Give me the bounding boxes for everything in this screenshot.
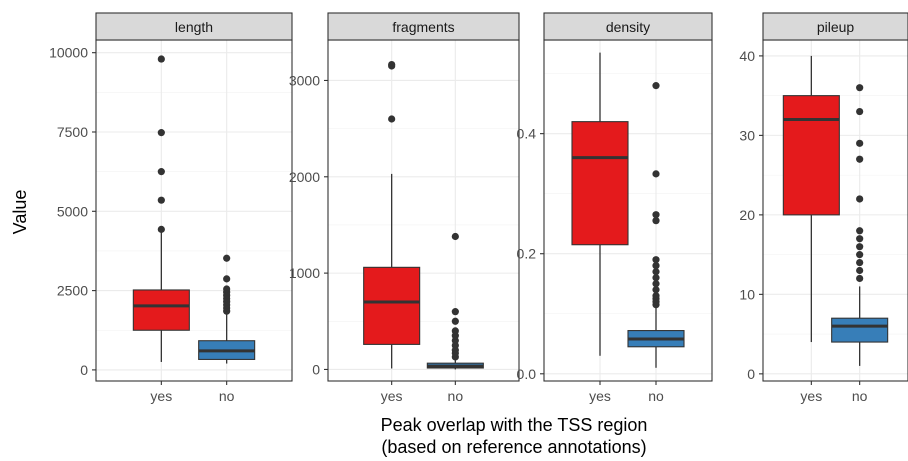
box-yes <box>782 55 840 343</box>
facet-strip-label: pileup <box>817 19 855 35</box>
outlier-point <box>652 217 660 225</box>
outlier-point <box>856 84 864 92</box>
x-tick-label-no: no <box>219 388 235 404</box>
outlier-point <box>856 195 864 203</box>
y-tick-label: 40 <box>739 48 755 64</box>
box-iqr <box>132 289 190 331</box>
x-tick-label-yes: yes <box>381 388 403 404</box>
outlier-point <box>652 82 660 90</box>
outlier-point <box>856 258 864 267</box>
y-tick-label: 0.2 <box>517 246 537 262</box>
outlier-point <box>157 225 165 233</box>
outlier-point <box>157 196 165 204</box>
facet-panel-fragments: 0 1000 2000 3000 fragments yes no <box>289 12 520 404</box>
outlier-point <box>451 308 459 316</box>
y-tick-label: 20 <box>739 207 755 223</box>
box-no <box>627 82 685 368</box>
outlier-point <box>856 139 864 147</box>
outlier-point <box>856 274 864 283</box>
y-tick-label: 30 <box>739 127 755 143</box>
facet-panel-density: 0.0 0.2 0.4 density yes no <box>517 12 713 404</box>
outlier-point <box>451 317 459 325</box>
y-tick-label: 0.4 <box>517 126 537 142</box>
outlier-point <box>157 168 165 176</box>
y-tick-label: 2000 <box>289 169 320 185</box>
panel-background <box>96 40 292 381</box>
y-tick-label: 10000 <box>49 45 88 61</box>
y-tick-label: 0 <box>312 361 320 377</box>
facet-strip <box>762 12 908 41</box>
box-no <box>426 232 484 370</box>
outlier-point <box>652 292 660 300</box>
outlier-point <box>856 251 864 259</box>
outlier-point <box>652 280 660 288</box>
box-iqr <box>782 95 840 216</box>
outlier-point <box>652 268 660 276</box>
y-tick-label: 1000 <box>289 265 320 281</box>
outlier-point <box>856 155 864 163</box>
y-tick-label: 0.0 <box>517 366 537 382</box>
facet-panel-pileup: 0 10 20 30 40 pileup yes no <box>739 12 908 404</box>
outlier-point <box>856 243 864 251</box>
box-iqr <box>831 317 889 343</box>
outlier-point <box>223 285 231 293</box>
x-tick-label-no: no <box>852 388 868 404</box>
box-no <box>198 254 256 364</box>
outlier-point <box>856 107 864 116</box>
y-tick-label: 0 <box>747 366 755 382</box>
x-axis-title-line-2: (based on reference annotations) <box>381 437 646 457</box>
outlier-point <box>451 232 459 241</box>
outlier-point <box>388 60 396 69</box>
y-tick-label: 3000 <box>289 72 320 88</box>
x-axis-title-line-1: Peak overlap with the TSS region <box>381 415 648 435</box>
outlier-point <box>652 170 660 178</box>
box-yes <box>571 52 629 356</box>
outlier-point <box>856 235 864 243</box>
facet-strip <box>327 12 520 41</box>
outlier-point <box>652 211 660 219</box>
outlier-point <box>652 286 660 294</box>
outlier-point <box>223 254 231 262</box>
outlier-point <box>856 266 864 275</box>
box-yes <box>132 55 190 362</box>
outlier-point <box>652 256 660 264</box>
outlier-point <box>856 227 864 235</box>
x-tick-label-no: no <box>448 388 464 404</box>
y-axis-title: Value <box>10 190 30 235</box>
x-tick-label-yes: yes <box>150 388 172 404</box>
box-no <box>831 84 889 366</box>
panel-background <box>328 40 519 381</box>
facet-strip-label: fragments <box>392 19 454 35</box>
y-tick-label: 2500 <box>57 283 88 299</box>
x-tick-label-no: no <box>648 388 664 404</box>
outlier-point <box>223 275 231 283</box>
outlier-point <box>157 55 165 63</box>
box-iqr <box>363 266 421 345</box>
box-yes <box>363 60 421 369</box>
outlier-point <box>652 274 660 282</box>
outlier-point <box>451 327 459 335</box>
y-tick-label: 5000 <box>57 203 88 219</box>
box-iqr <box>571 121 629 246</box>
outlier-point <box>157 129 165 137</box>
outlier-point <box>388 115 396 123</box>
x-tick-label-yes: yes <box>589 388 611 404</box>
outlier-point <box>652 262 660 270</box>
facet-strip <box>543 12 713 41</box>
y-tick-label: 7500 <box>57 124 88 140</box>
facet-strip-label: density <box>606 19 650 35</box>
facet-strip <box>95 12 293 41</box>
x-tick-label-yes: yes <box>800 388 822 404</box>
y-tick-label: 0 <box>80 362 88 378</box>
y-tick-label: 10 <box>739 286 755 302</box>
facet-panel-length: 0 2500 5000 7500 10000 length yes no <box>49 12 293 404</box>
facet-strip-label: length <box>175 19 213 35</box>
